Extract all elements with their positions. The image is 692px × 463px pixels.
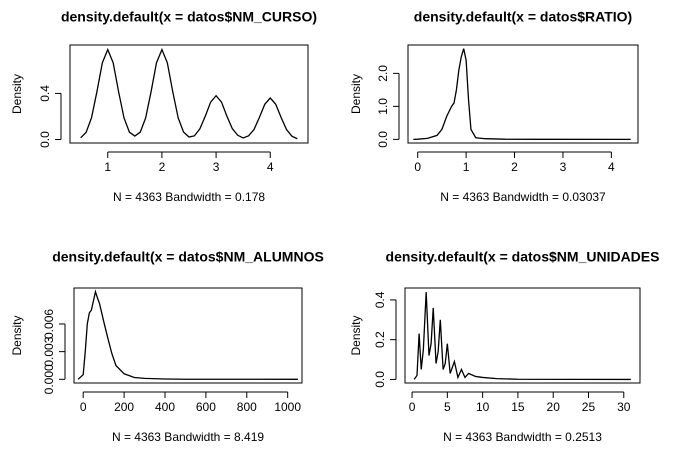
x-tick-label: 25 bbox=[582, 400, 596, 414]
panel-subtitle: N = 4363 Bandwidth = 0.03037 bbox=[440, 190, 606, 204]
y-tick-label: 0.4 bbox=[38, 85, 52, 102]
plot-box bbox=[404, 287, 641, 384]
panel-title: density.default(x = datos$NM_ALUMNOS bbox=[52, 249, 324, 265]
panel-subtitle: N = 4363 Bandwidth = 0.2513 bbox=[443, 430, 602, 444]
panel-title: density.default(x = datos$NM_CURSO) bbox=[61, 9, 317, 25]
x-tick-label: 3 bbox=[560, 160, 567, 174]
y-tick-label: 1.0 bbox=[376, 98, 390, 115]
density-line bbox=[80, 47, 298, 140]
y-tick-label: 0.0 bbox=[376, 131, 390, 148]
x-tick-label: 5 bbox=[444, 400, 451, 414]
x-tick-label: 600 bbox=[196, 400, 216, 414]
y-tick-label: 0.003 bbox=[42, 336, 56, 366]
y-axis-label: Density bbox=[10, 74, 24, 114]
x-tick-label: 1 bbox=[463, 160, 470, 174]
density-line bbox=[77, 289, 298, 380]
x-tick-label: 2 bbox=[511, 160, 518, 174]
plot-box bbox=[73, 287, 303, 384]
y-tick-label: 0.006 bbox=[42, 309, 56, 339]
x-tick-label: 0 bbox=[80, 400, 87, 414]
x-tick-label: 15 bbox=[511, 400, 525, 414]
x-tick-label: 30 bbox=[617, 400, 631, 414]
y-axis-label: Density bbox=[349, 315, 363, 355]
y-tick-label: 0.0 bbox=[38, 131, 52, 148]
x-tick-label: 400 bbox=[155, 400, 175, 414]
x-tick-label: 4 bbox=[608, 160, 615, 174]
panel-subtitle: N = 4363 Bandwidth = 8.419 bbox=[112, 430, 264, 444]
y-tick-label: 0.000 bbox=[42, 364, 56, 394]
x-tick-label: 10 bbox=[476, 400, 490, 414]
y-axis-label: Density bbox=[10, 315, 24, 355]
y-tick-label: 0.2 bbox=[373, 331, 387, 348]
y-tick-label: 0.0 bbox=[373, 371, 387, 388]
x-tick-label: 1 bbox=[104, 160, 111, 174]
panel-subtitle: N = 4363 Bandwidth = 0.178 bbox=[113, 190, 265, 204]
x-tick-label: 0 bbox=[409, 400, 416, 414]
plot-box bbox=[407, 44, 639, 144]
panel-title: density.default(x = datos$NM_UNIDADES bbox=[386, 249, 660, 265]
panel-title: density.default(x = datos$RATIO) bbox=[414, 9, 632, 25]
x-tick-label: 2 bbox=[159, 160, 166, 174]
plot-box bbox=[69, 44, 309, 144]
density-line bbox=[413, 291, 631, 381]
density-line bbox=[413, 48, 631, 141]
x-tick-label: 0 bbox=[414, 160, 421, 174]
y-tick-label: 2.0 bbox=[376, 65, 390, 82]
y-tick-label: 0.4 bbox=[373, 291, 387, 308]
x-tick-label: 4 bbox=[267, 160, 274, 174]
x-tick-label: 800 bbox=[237, 400, 257, 414]
x-tick-label: 1000 bbox=[274, 400, 301, 414]
x-tick-label: 3 bbox=[213, 160, 220, 174]
x-tick-label: 200 bbox=[114, 400, 134, 414]
x-tick-label: 20 bbox=[547, 400, 561, 414]
y-axis-label: Density bbox=[349, 74, 363, 114]
